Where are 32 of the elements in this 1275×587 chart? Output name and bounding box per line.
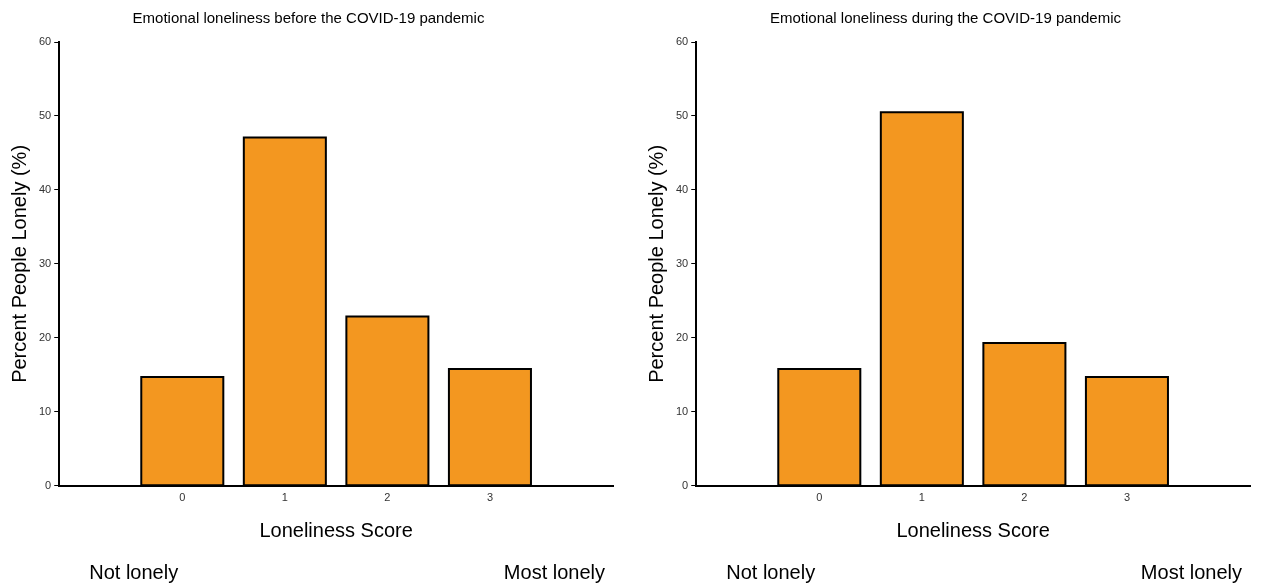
y-tick-label: 60 <box>38 35 52 48</box>
y-tick-label: 10 <box>38 404 52 417</box>
y-axis-title: Percent People Lonely (%) <box>644 144 667 383</box>
x-tick-label: 1 <box>918 491 925 504</box>
y-tick-label: 50 <box>675 109 689 121</box>
text: Most lonely <box>503 560 605 583</box>
x-tick-label: 0 <box>179 491 186 504</box>
chart-title: Emotional loneliness during the COVID-19 pandemic <box>769 9 1122 27</box>
text: Not lonely <box>726 560 816 583</box>
y-tick-label: 40 <box>675 182 689 195</box>
y-tick-label: 30 <box>38 256 52 269</box>
chart-title: Emotional loneliness before the COVID-19 pandemic <box>132 9 485 27</box>
x-tick-label: 2 <box>1021 491 1028 504</box>
y-tick-label: 30 <box>675 256 689 269</box>
y-tick-label: 40 <box>38 182 52 195</box>
y-tick-label: 0 <box>682 478 689 491</box>
y-tick-label: 50 <box>38 109 52 121</box>
x-axis-title: Loneliness Score <box>259 518 413 541</box>
x-tick-label: 2 <box>384 491 391 504</box>
text: Most lonely <box>1140 560 1242 583</box>
y-tick-label: 10 <box>675 404 689 417</box>
y-tick-label: 60 <box>675 35 689 48</box>
x-tick-label: 0 <box>816 491 823 504</box>
y-axis-title: Percent People Lonely (%) <box>7 144 30 383</box>
x-axis-title: Loneliness Score <box>896 518 1050 541</box>
x-tick-label: 1 <box>281 491 288 504</box>
text: Not lonely <box>89 560 179 583</box>
y-tick-label: 20 <box>38 330 52 343</box>
y-tick-label: 0 <box>45 478 52 491</box>
x-tick-label: 3 <box>486 491 493 504</box>
x-tick-label: 3 <box>1123 491 1130 504</box>
y-tick-label: 20 <box>675 330 689 343</box>
